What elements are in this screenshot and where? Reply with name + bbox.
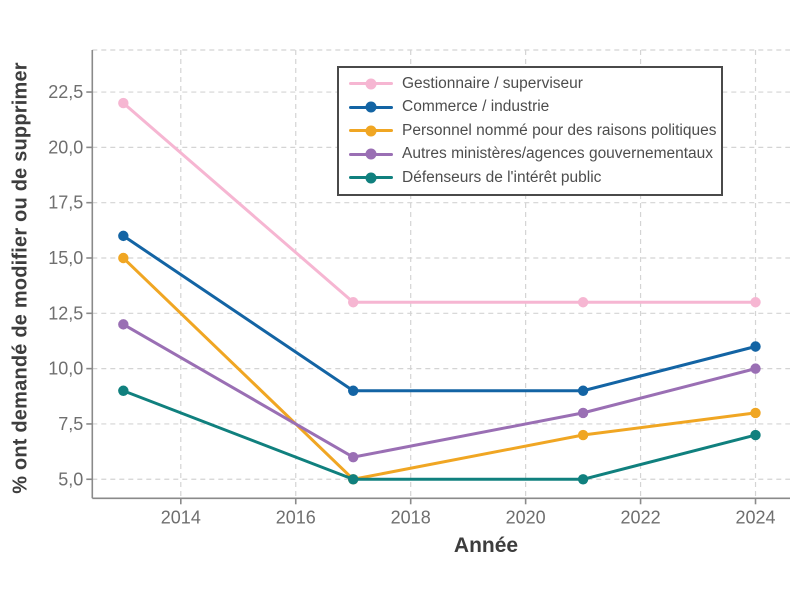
y-axis-title: % ont demandé de modifier ou de supprime… [9,62,32,494]
series-line-4 [121,389,758,481]
data-point-s2-2021 [577,429,589,441]
legend-item-2: Personnel nommé pour des raisons politiq… [339,119,721,143]
x-tick-label: 2022 [621,507,661,527]
data-point-s0-2013 [118,97,129,109]
y-tick-label: 15,0 [48,248,83,268]
legend: Gestionnaire / superviseur Commerce / ind… [337,66,723,196]
data-point-s2-2013 [118,252,129,264]
data-point-s4-2017 [348,474,359,485]
legend-item-1: Commerce / industrie [339,96,721,120]
data-point-s4-2024 [750,429,761,441]
x-axis-title: Année [453,534,519,557]
legend-line-dot-marker [349,148,393,160]
series-line-1 [121,234,758,393]
legend-marker-dot [365,78,377,90]
data-point-s0-2017 [348,297,359,308]
legend-line-dot-marker [349,172,393,184]
legend-line-dot-marker [349,125,393,137]
data-point-s1-2013 [118,230,129,242]
legend-label: Défenseurs de l'intérêt public [402,168,602,186]
legend-label: Commerce / industrie [402,98,550,116]
series-line-0 [121,101,758,304]
y-tick-label: 10,0 [48,359,83,379]
y-tick-label: 12,5 [48,303,83,323]
x-tick-label: 2014 [161,507,201,527]
data-point-s1-2017 [348,385,359,396]
data-point-s3-2024 [750,363,761,374]
y-tick-label: 17,5 [48,193,83,213]
series-line-3 [121,322,758,459]
legend-marker-dot [365,125,377,137]
x-tick-label: 2018 [391,507,431,527]
y-tick-label: 7,5 [58,414,83,434]
legend-label: Autres ministères/agences gouvernementau… [402,145,714,163]
data-point-s4-2013 [118,385,129,396]
legend-marker-dot [365,172,377,184]
legend-item-0: Gestionnaire / superviseur [339,72,721,96]
x-tick-label: 2024 [735,507,775,527]
data-point-s2-2024 [750,407,761,419]
legend-item-3: Autres ministères/agences gouvernementau… [339,143,721,167]
y-tick-label: 5,0 [58,469,83,489]
data-point-s0-2021 [577,297,589,308]
data-point-s1-2021 [577,385,589,396]
data-point-s4-2021 [577,474,589,485]
legend-marker-dot [365,148,377,160]
legend-item-4: Défenseurs de l'intérêt public [339,166,721,190]
x-tick-label: 2020 [506,507,546,527]
data-point-s3-2017 [348,451,359,463]
data-point-s3-2021 [577,407,589,419]
y-tick-label: 22,5 [48,82,83,102]
data-point-s3-2013 [118,319,129,330]
legend-line-dot-marker [349,78,393,90]
legend-marker-dot [365,101,377,113]
data-point-s1-2024 [750,341,761,352]
data-point-s0-2024 [750,297,761,308]
legend-line-dot-marker [349,101,393,113]
legend-label: Gestionnaire / superviseur [402,74,583,92]
series-line-2 [121,256,758,481]
x-tick-label: 2016 [276,507,316,527]
legend-label: Personnel nommé pour des raisons politiq… [402,121,717,139]
y-tick-label: 20,0 [48,137,83,157]
